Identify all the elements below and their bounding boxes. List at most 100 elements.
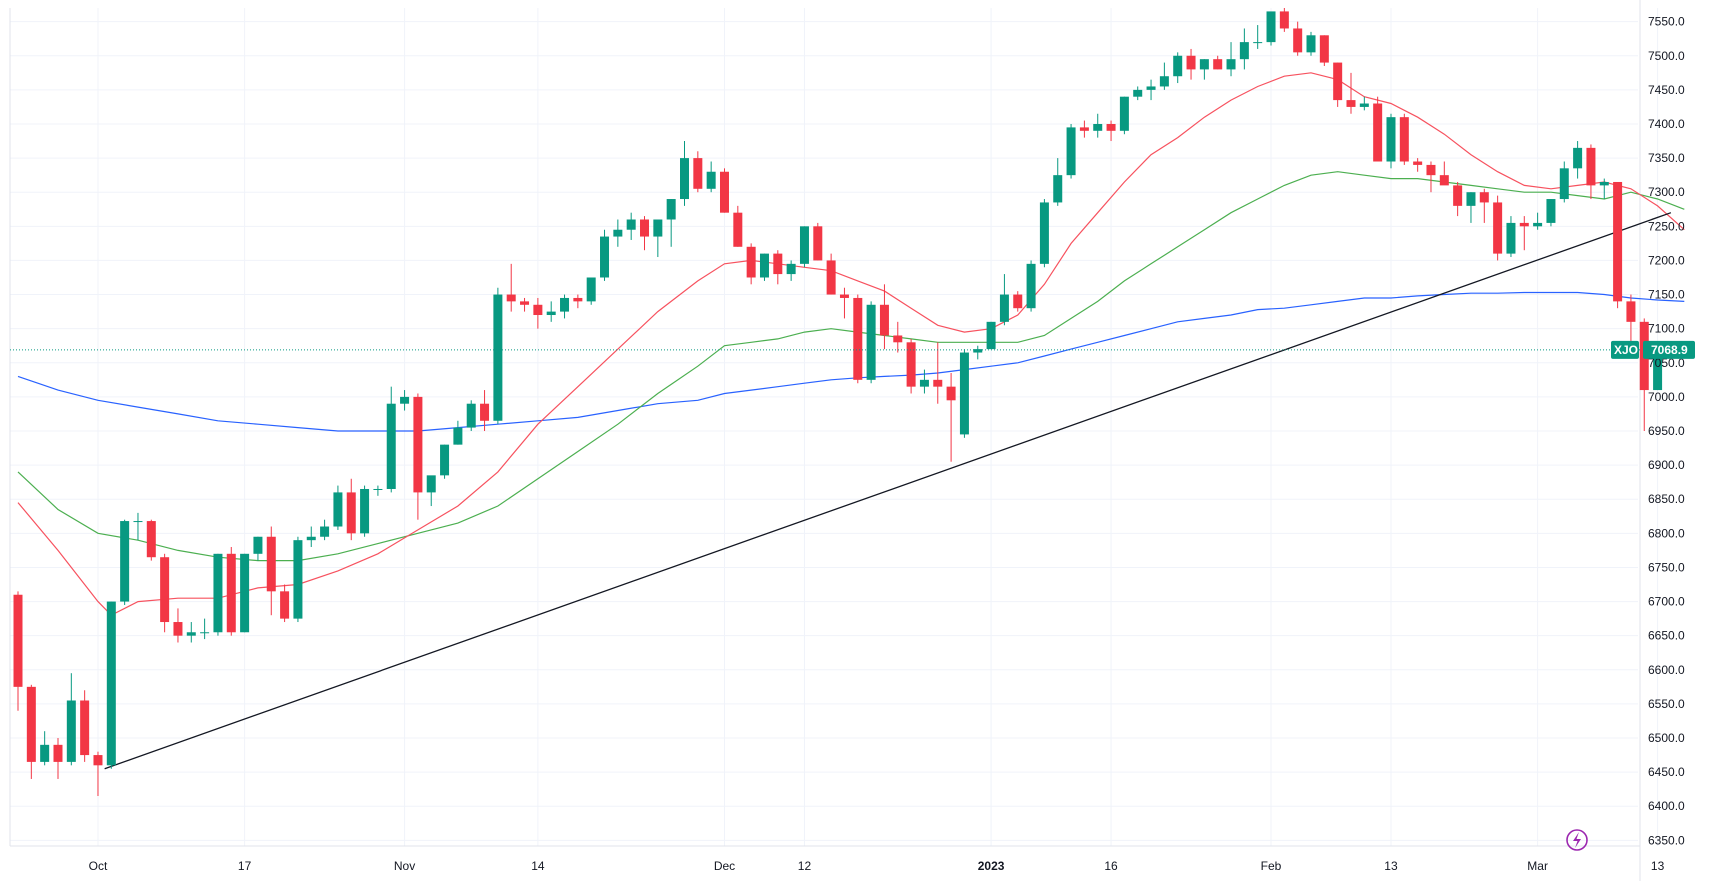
- candle: [799, 226, 809, 268]
- candle: [333, 485, 343, 530]
- price-badge-bg: [1643, 340, 1695, 359]
- candle: [1533, 212, 1543, 230]
- candle: [706, 161, 716, 193]
- candle-body: [200, 632, 210, 634]
- candle: [493, 287, 503, 425]
- candle-body: [53, 744, 63, 762]
- candle-body: [26, 686, 36, 762]
- x-tick-label: 14: [531, 859, 545, 873]
- candle-body: [1573, 147, 1583, 169]
- candle: [919, 369, 929, 394]
- candle-body: [919, 379, 929, 387]
- y-tick-label: 6950.0: [1648, 424, 1685, 438]
- candle: [13, 591, 23, 711]
- candle: [826, 253, 836, 295]
- candle: [640, 216, 650, 251]
- candle: [1079, 120, 1089, 138]
- y-tick-label: 6450.0: [1648, 765, 1685, 779]
- lightning-icon[interactable]: [1566, 829, 1588, 851]
- candle: [173, 608, 183, 643]
- candle-body: [120, 521, 130, 602]
- candle-body: [360, 488, 370, 534]
- candle: [360, 485, 370, 537]
- candle: [839, 287, 849, 319]
- candle: [440, 444, 450, 479]
- candle-body: [560, 297, 570, 312]
- y-tick-label: 6650.0: [1648, 629, 1685, 643]
- candle-body: [906, 342, 916, 387]
- candle: [26, 684, 36, 779]
- candle: [200, 618, 210, 640]
- candle: [1053, 158, 1063, 206]
- candle-body: [226, 553, 236, 633]
- candle-body: [106, 601, 116, 766]
- candle: [1346, 72, 1356, 114]
- candle: [373, 485, 383, 496]
- candle: [999, 274, 1009, 326]
- candle-body: [1226, 59, 1236, 70]
- candle: [40, 731, 50, 766]
- candle-body: [1479, 192, 1489, 203]
- candle-body: [1586, 147, 1596, 186]
- candle: [1253, 25, 1263, 49]
- candle: [666, 199, 676, 247]
- candle: [1133, 86, 1143, 101]
- candle: [226, 546, 236, 636]
- candle-body: [1013, 294, 1023, 309]
- ema-fast-line: [17, 72, 1685, 616]
- symbol-badge: XJO: [1614, 343, 1638, 357]
- candle: [893, 321, 903, 353]
- candle-body: [1026, 263, 1036, 309]
- y-tick-label: 7550.0: [1648, 15, 1685, 29]
- candle: [426, 475, 436, 507]
- candle: [400, 390, 410, 411]
- candle: [1519, 216, 1529, 251]
- candle: [1066, 123, 1076, 179]
- candle-body: [1399, 117, 1409, 162]
- trendline-layer: [104, 212, 1672, 770]
- candle: [453, 420, 463, 445]
- trendline[interactable]: [104, 212, 1672, 770]
- candle: [546, 301, 556, 322]
- candle-body: [1493, 202, 1503, 254]
- candle-body: [253, 536, 263, 554]
- ema-mid-line: [17, 171, 1685, 562]
- candle: [773, 250, 783, 285]
- candle: [520, 297, 530, 312]
- y-tick-label: 6600.0: [1648, 663, 1685, 677]
- candle-body: [573, 297, 583, 302]
- candle-body: [1066, 127, 1076, 176]
- candle-body: [946, 386, 956, 401]
- candle: [1293, 21, 1303, 56]
- candle: [386, 386, 396, 493]
- candle-body: [733, 212, 743, 247]
- candle: [266, 526, 276, 616]
- candle: [1466, 192, 1476, 223]
- moving-averages: [17, 72, 1685, 616]
- candle-body: [293, 540, 303, 619]
- candle-body: [1519, 222, 1529, 227]
- y-tick-label: 6400.0: [1648, 799, 1685, 813]
- candle-body: [973, 349, 983, 353]
- candle: [746, 243, 756, 285]
- y-tick-label: 6750.0: [1648, 560, 1685, 574]
- candle-body: [879, 304, 889, 336]
- candle-body: [1079, 127, 1089, 131]
- candle: [759, 253, 769, 281]
- candle-body: [1426, 164, 1436, 176]
- candle-body: [1559, 168, 1569, 200]
- candle: [1013, 291, 1023, 312]
- candle: [879, 284, 889, 350]
- candle: [1279, 8, 1289, 32]
- candle: [1213, 55, 1223, 70]
- candle: [1559, 161, 1569, 203]
- candle-body: [1413, 161, 1423, 165]
- x-tick-label: Dec: [714, 859, 735, 873]
- y-tick-label: 7500.0: [1648, 49, 1685, 63]
- candle: [320, 519, 330, 541]
- candle-body: [1106, 123, 1116, 131]
- candle-body: [240, 553, 250, 633]
- candle: [80, 690, 90, 762]
- candle-body: [839, 294, 849, 298]
